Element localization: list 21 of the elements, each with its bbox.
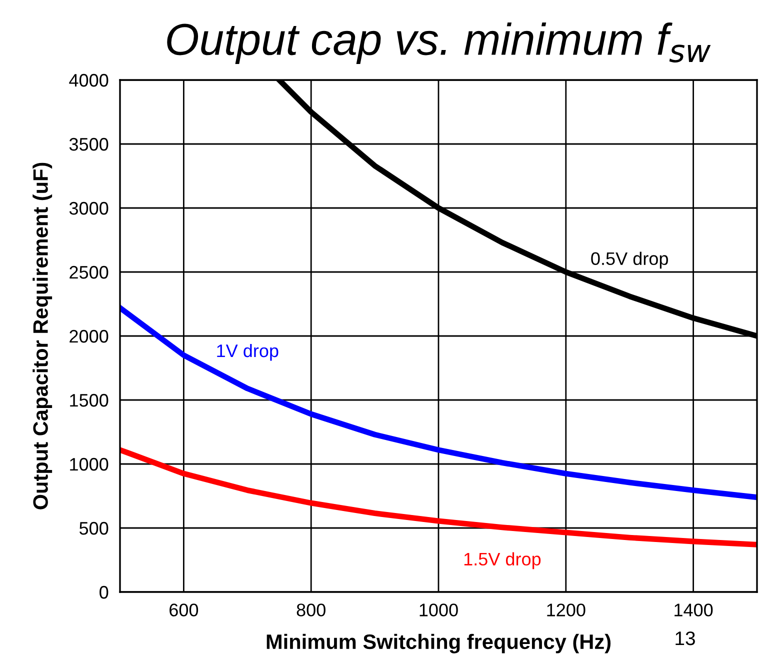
series-label: 1.5V drop [464,552,541,570]
x-tick-label: 1000 [420,604,458,616]
y-tick-label: 3000 [69,202,108,215]
y-tick-label: 3500 [69,138,108,151]
y-tick-label: 0 [100,586,108,599]
y-tick-label: 2500 [70,266,108,279]
y-tick-label: 500 [79,522,108,535]
y-axis-title: Output Capacitor Requirement (uF) [32,162,52,510]
x-tick-label: 600 [170,604,198,616]
y-tick-label: 1500 [70,394,108,407]
x-tick-label: 1400 [674,604,713,616]
series-label: 0.5V drop [591,252,668,269]
x-axis-title: Minimum Switching frequency (Hz) [266,634,611,654]
y-tick-label: 4000 [69,74,108,87]
chart-title: Output cap vs. minimum f$_{sw}$ [167,22,711,64]
y-tick-label: 1000 [70,458,108,471]
x-tick-label: 800 [296,604,326,616]
y-tick-label: 2000 [70,330,108,343]
series-label: 1V drop [217,344,278,361]
text: 13 [676,631,695,646]
x-tick-label: 1200 [547,604,586,616]
